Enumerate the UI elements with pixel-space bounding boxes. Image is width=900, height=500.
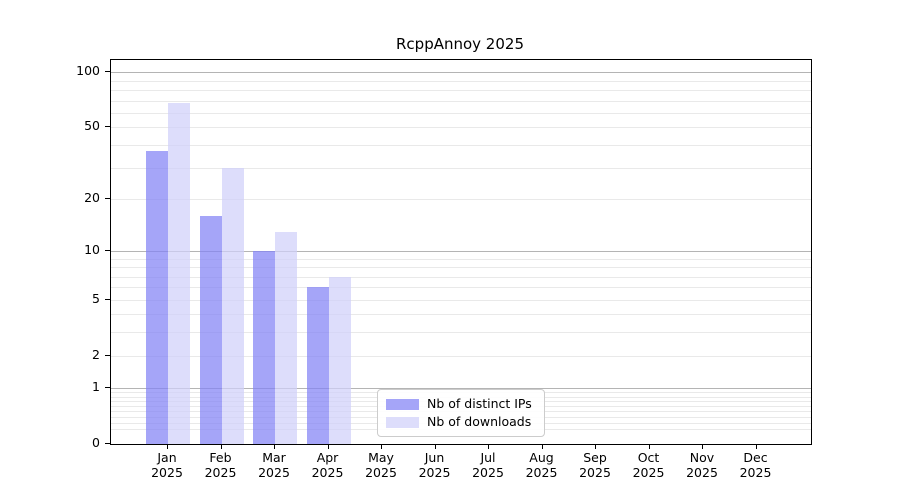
x-tick-label-apr-2025: Apr 2025 [311, 450, 344, 480]
bar--distinct-ips-jan-2025 [146, 151, 168, 444]
minor-gridline-2 [111, 355, 811, 357]
legend-label-distinct-ips: Nb of distinct IPs [427, 396, 532, 411]
minor-gridline-3 [111, 332, 811, 334]
bar--distinct-ips-mar-2025 [253, 250, 275, 444]
x-tick-label-jul-2025: Jul 2025 [472, 450, 504, 480]
x-tick-mark-nov-2025 [702, 444, 703, 449]
x-tick-label-sep-2025: Sep 2025 [579, 450, 611, 480]
minor-gridline-60 [111, 113, 811, 115]
y-tick-mark-1 [105, 387, 110, 389]
minor-gridline-90 [111, 80, 811, 82]
x-tick-mark-jun-2025 [434, 444, 436, 449]
legend-label-downloads: Nb of downloads [427, 414, 532, 429]
minor-gridline-9 [111, 258, 811, 260]
x-tick-mark-may-2025 [381, 444, 382, 449]
legend-item-downloads: Nb of downloads [386, 414, 536, 430]
chart-title: RcppAnnoy 2025 [396, 35, 524, 53]
major-gridline-1 [111, 388, 811, 390]
major-gridline-10 [111, 250, 811, 252]
y-tick-label-1: 1 [92, 379, 100, 395]
minor-gridline-50 [111, 127, 811, 129]
x-tick-label-jun-2025: Jun 2025 [418, 450, 451, 480]
minor-gridline-7 [111, 276, 811, 278]
major-gridline-100 [111, 72, 811, 74]
y-tick-mark-50 [105, 126, 110, 128]
x-tick-mark-oct-2025 [648, 444, 650, 449]
x-tick-mark-aug-2025 [541, 444, 543, 449]
x-tick-label-dec-2025: Dec 2025 [739, 450, 772, 480]
x-tick-label-may-2025: May 2025 [365, 450, 397, 480]
plot-area [110, 59, 812, 445]
x-tick-mark-apr-2025 [327, 444, 329, 449]
minor-gridline-80 [111, 90, 811, 92]
bar--downloads-feb-2025 [221, 167, 244, 444]
minor-gridline-5 [111, 299, 811, 301]
x-tick-mark-jan-2025 [167, 444, 168, 449]
minor-gridline-40 [111, 145, 811, 147]
x-tick-label-mar-2025: Mar 2025 [258, 450, 290, 480]
x-tick-label-aug-2025: Aug 2025 [525, 450, 558, 480]
y-tick-label-20: 20 [84, 189, 100, 205]
y-tick-mark-10 [105, 249, 110, 251]
minor-gridline-20 [111, 198, 811, 200]
y-tick-mark-2 [105, 354, 110, 356]
x-tick-mark-jul-2025 [488, 444, 489, 449]
x-tick-label-nov-2025: Nov 2025 [686, 450, 718, 480]
y-tick-mark-5 [105, 298, 110, 300]
bar--downloads-jan-2025 [168, 103, 190, 444]
minor-gridline-30 [111, 167, 811, 169]
y-tick-label-2: 2 [92, 346, 100, 362]
y-tick-label-50: 50 [84, 118, 100, 134]
legend: Nb of distinct IPs Nb of downloads [377, 389, 545, 437]
x-tick-label-oct-2025: Oct 2025 [632, 450, 665, 480]
bar--downloads-apr-2025 [328, 276, 351, 444]
x-tick-mark-mar-2025 [274, 444, 275, 449]
minor-gridline-4 [111, 314, 811, 316]
x-tick-label-feb-2025: Feb 2025 [204, 450, 237, 480]
y-tick-mark-0 [105, 443, 110, 444]
y-tick-mark-20 [105, 197, 110, 199]
legend-swatch-downloads [386, 416, 419, 428]
y-tick-mark-100 [105, 71, 110, 73]
legend-item-distinct-ips: Nb of distinct IPs [386, 396, 536, 412]
legend-swatch-distinct-ips [386, 398, 419, 410]
minor-gridline-8 [111, 267, 811, 269]
y-tick-label-0: 0 [92, 435, 100, 450]
x-tick-mark-feb-2025 [220, 444, 222, 449]
y-tick-label-10: 10 [84, 241, 100, 257]
x-tick-mark-sep-2025 [595, 444, 596, 449]
minor-gridline-6 [111, 287, 811, 289]
x-tick-mark-dec-2025 [755, 444, 757, 449]
bar--distinct-ips-feb-2025 [199, 215, 222, 444]
y-tick-label-100: 100 [76, 63, 100, 79]
y-tick-label-5: 5 [92, 290, 100, 306]
bar--downloads-mar-2025 [275, 231, 297, 444]
x-tick-label-jan-2025: Jan 2025 [151, 450, 183, 480]
minor-gridline-70 [111, 100, 811, 102]
bar--distinct-ips-apr-2025 [306, 287, 329, 444]
